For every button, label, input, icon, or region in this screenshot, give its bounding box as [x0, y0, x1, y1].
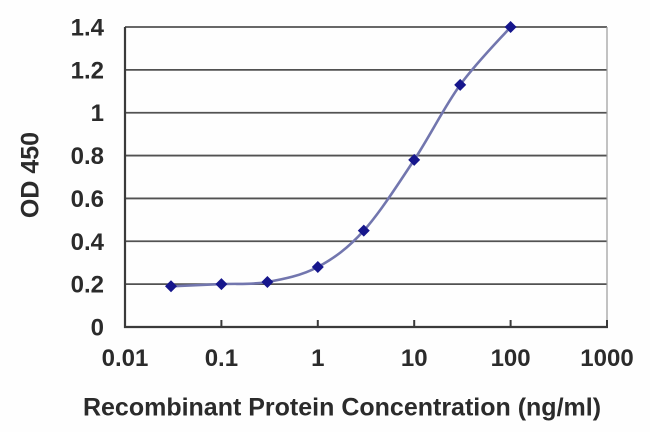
- y-tick-label-1.2: 1.2: [71, 57, 104, 84]
- y-tick-label-0.4: 0.4: [71, 229, 105, 256]
- y-tick-labels: 0 0.2 0.4 0.6 0.8 1 1.2 1.4: [71, 15, 105, 342]
- data-point-0.1: [215, 278, 228, 291]
- x-tick-label-1000: 1000: [580, 345, 633, 372]
- y-tick-label-0.8: 0.8: [71, 143, 104, 170]
- data-point-0.3: [261, 276, 274, 288]
- y-tick-label-0.6: 0.6: [71, 186, 104, 213]
- y-tick-label-1.4: 1.4: [71, 15, 105, 42]
- x-tick-label-0.01: 0.01: [102, 345, 149, 372]
- x-tick-label-0.1: 0.1: [205, 345, 238, 372]
- data-point-10: [408, 153, 421, 166]
- y-tick-label-0: 0: [91, 315, 104, 342]
- y-axis-title: OD 450: [16, 131, 45, 219]
- x-tick-label-10: 10: [401, 345, 428, 372]
- x-tick-marks: [220, 320, 608, 327]
- plot-border: [123, 27, 608, 329]
- data-point-0.03: [164, 280, 177, 293]
- x-axis-title: Recombinant Protein Concentration (ng/ml…: [82, 393, 602, 422]
- y-tick-label-0.2: 0.2: [71, 272, 104, 299]
- y-tick-label-1: 1: [91, 100, 104, 127]
- data-points: [164, 21, 517, 293]
- gridlines: [125, 26, 607, 286]
- x-tick-labels: 0.01 0.1 1 10 100 1000: [102, 345, 634, 372]
- data-point-30: [454, 78, 467, 91]
- data-curve: [169, 25, 512, 288]
- data-point-100: [504, 21, 517, 33]
- data-point-3: [357, 224, 370, 237]
- x-tick-label-1: 1: [311, 345, 324, 372]
- x-tick-label-100: 100: [491, 345, 531, 372]
- data-point-1: [311, 261, 324, 273]
